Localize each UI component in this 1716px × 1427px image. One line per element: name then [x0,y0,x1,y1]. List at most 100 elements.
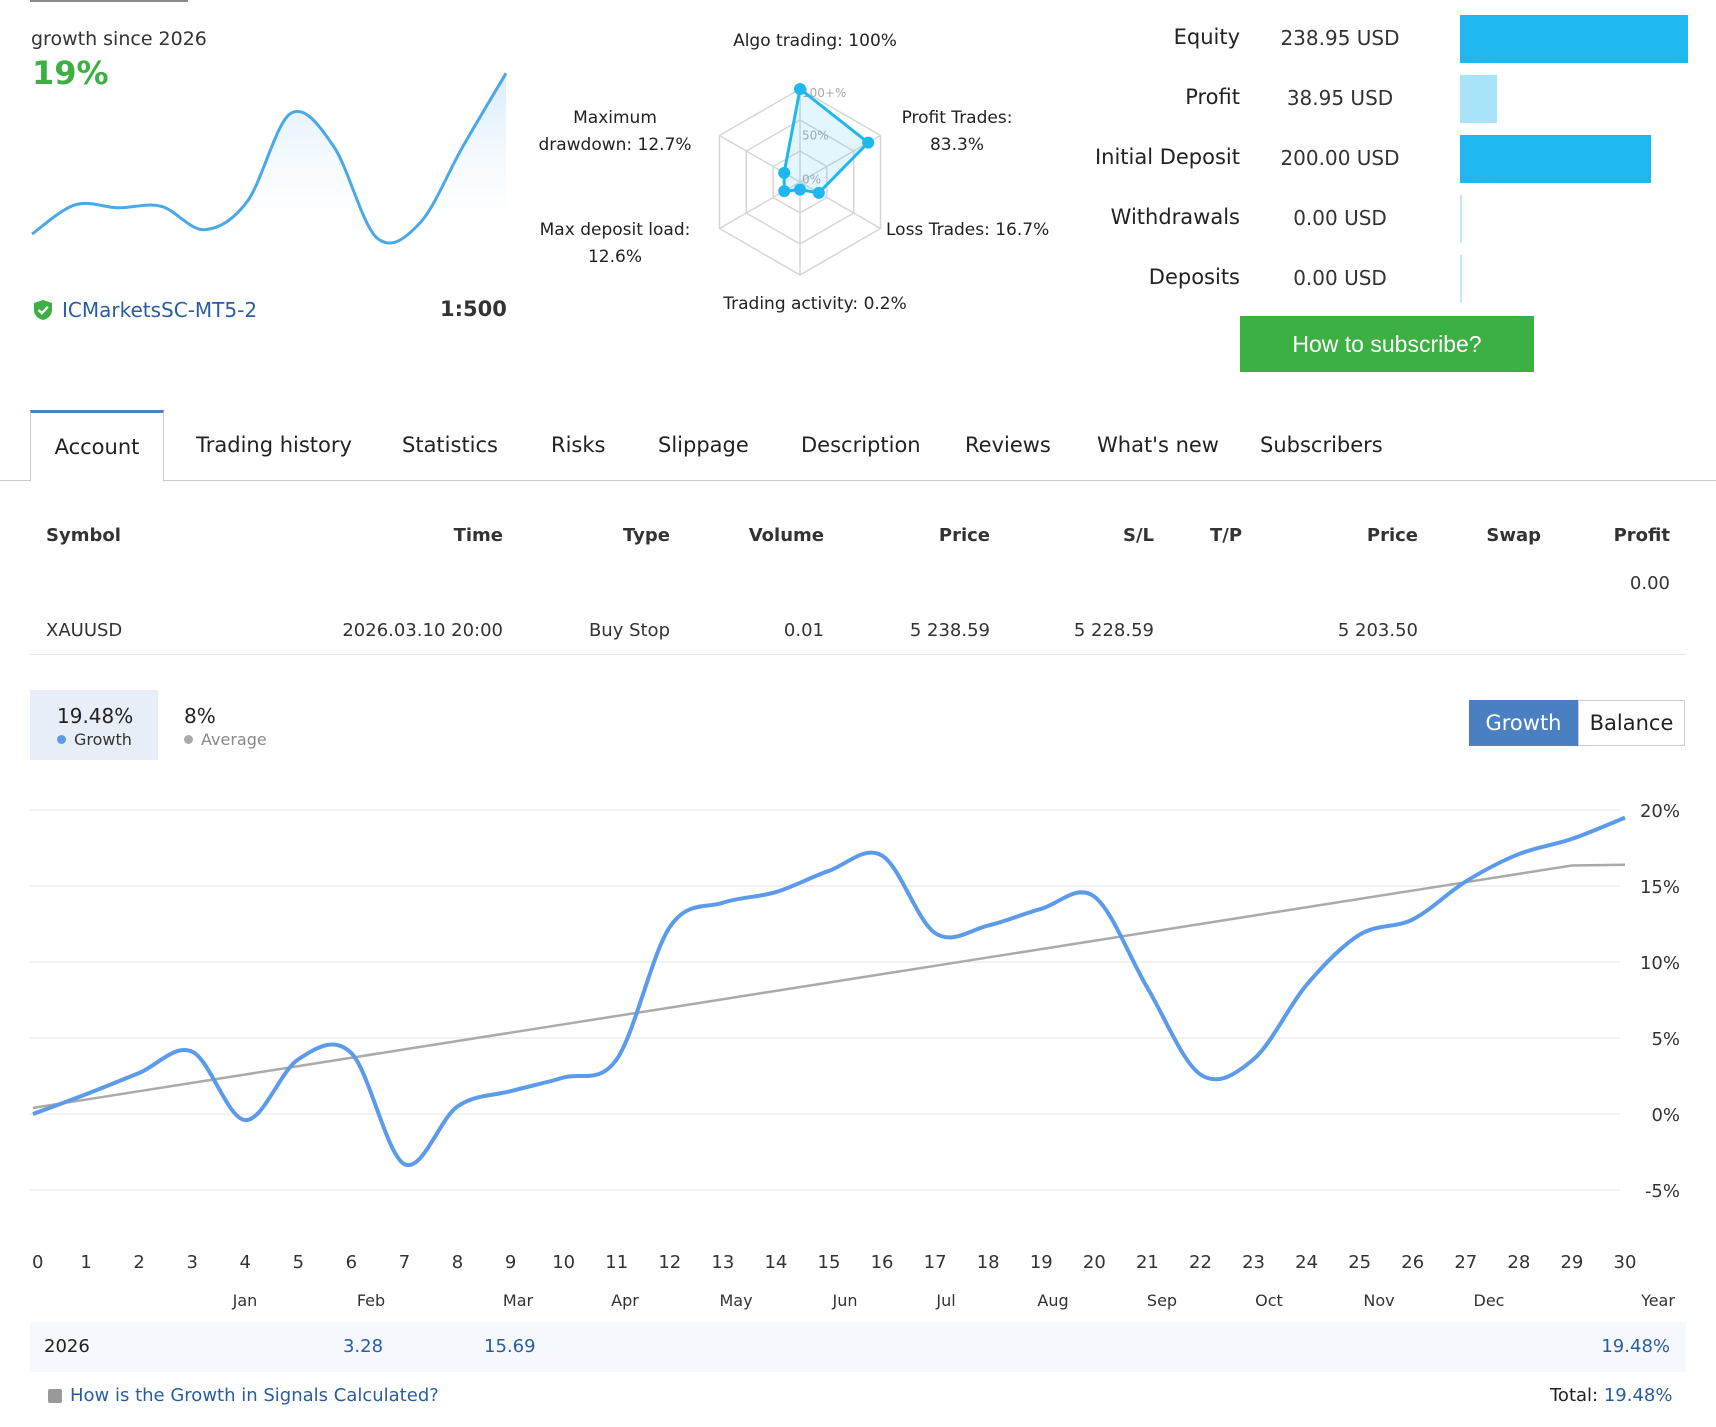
verified-shield-icon [34,300,52,320]
x-tick-label: 6 [346,1252,357,1273]
x-tick-label: 3 [186,1252,197,1273]
radar-svg: 100+% 50% 0% [718,83,882,276]
tab-slippage[interactable]: Slippage [658,433,749,457]
x-tick-label: 0 [32,1252,43,1273]
radar-chart: 100+% 50% 0% Algo trading: 100% Profit Tra… [520,25,1080,325]
x-tick-label: 27 [1454,1252,1477,1273]
tab-subscribers[interactable]: Subscribers [1260,433,1383,457]
stat-label-initial-deposit: Initial Deposit [1094,145,1240,169]
x-tick-label: 10 [552,1252,575,1273]
col-header-sl: S/L [1122,525,1154,546]
growth-toggle-button[interactable]: Growth [1469,700,1578,746]
average-dot-icon [184,735,193,744]
growth-since-value: 19% [32,54,109,92]
growth-chart: 20%15%10%5%0%-5%0 1 2 3 4 5 6 7 8 9 10 11 12 13 14 15 16… [30,801,1680,1310]
x-tick-label: 29 [1560,1252,1583,1273]
balance-toggle-button[interactable]: Balance [1578,700,1685,746]
stat-value-initial-deposit: 200.00 USD [1280,146,1400,170]
tabs-divider [0,480,1716,481]
col-header-type: Type [623,525,670,546]
average-summary-value: 8% [184,704,216,728]
radar-label-deposit-load-line2: 12.6% [587,247,642,267]
x-tick-label: 16 [871,1252,894,1273]
total-label: Total: [1550,1385,1599,1406]
x-tick-label: 13 [711,1252,734,1273]
x-tick-label: 9 [505,1252,516,1273]
growth-summary-label: Growth [74,730,132,749]
growth-summary-legend: Growth [57,730,132,749]
tab-risks[interactable]: Risks [551,433,606,457]
x-tick-label: 18 [977,1252,1000,1273]
tab-statistics[interactable]: Statistics [402,433,498,457]
x-tick-label: 26 [1401,1252,1424,1273]
broker-name-link[interactable]: ICMarketsSC-MT5-2 [62,298,258,322]
col-header-volume: Volume [748,525,824,546]
mini-chart-area [32,73,506,256]
stat-label-equity: Equity [1173,25,1240,49]
col-header-swap: Swap [1486,525,1541,546]
growth-since-label: growth since 2026 [31,28,207,50]
stat-bar-deposits [1460,255,1462,303]
radar-label-deposit-load: Max deposit load: 12.6% [520,217,710,271]
tab-account[interactable]: Account [30,410,164,482]
broker-row[interactable]: ICMarketsSC-MT5-2 [32,298,257,322]
cell-symbol: XAUUSD [46,620,123,641]
stat-bar-initial-deposit [1460,135,1651,183]
x-tick-label: 14 [764,1252,787,1273]
y-tick-label: 10% [1640,953,1680,974]
x-tick-label: 4 [240,1252,251,1273]
col-header-profit: Profit [1613,525,1670,546]
tab-trading-history[interactable]: Trading history [196,433,352,457]
average-summary-box[interactable]: 8% Average [158,690,298,760]
month-label: Mar [503,1291,534,1310]
month-label: Nov [1363,1291,1394,1310]
how-to-subscribe-button[interactable]: How to subscribe? [1240,316,1534,372]
col-header-symbol: Symbol [46,525,121,546]
y-tick-label: 15% [1640,877,1680,898]
cell-type: Buy Stop [588,620,670,641]
radar-label-drawdown: Maximum drawdown: 12.7% [520,105,710,159]
radar-label-deposit-load-line1: Max deposit load: [539,220,691,240]
leverage-value: 1:500 [440,297,507,321]
stat-value-profit: 38.95 USD [1286,86,1394,110]
x-tick-label: 11 [605,1252,628,1273]
mini-growth-chart [31,72,508,256]
radar-label-profit-trades-line1: Profit Trades: [901,108,1013,128]
total-profit-value: 0.00 [1629,573,1670,594]
stat-bar-equity [1460,15,1688,63]
cell-sl: 5 228.59 [1073,620,1154,641]
growth-calculation-link-text[interactable]: How is the Growth in Signals Calculated? [70,1385,439,1406]
account-stats: Equity 238.95 USD Profit 38.95 USD Initi… [980,15,1700,305]
cell-time: 2026.03.10 20:00 [342,620,503,641]
info-icon [48,1388,62,1403]
col-header-price: Price [938,525,990,546]
radar-scale-label: 100+% [802,86,846,100]
cell-price: 5 238.59 [909,620,990,641]
month-label: Year [1640,1291,1675,1310]
total-value: 19.48% [1603,1385,1673,1406]
month-value-mar[interactable]: 15.69 [484,1336,536,1357]
tab-reviews[interactable]: Reviews [965,433,1051,457]
radar-label-activity: Trading activity: 0.2% [723,294,907,314]
growth-summary-value: 19.48% [57,704,134,728]
tab-description[interactable]: Description [801,433,921,457]
average-summary-label: Average [201,730,267,749]
growth-summary-box[interactable]: 19.48% Growth [30,690,158,760]
col-header-time: Time [453,525,503,546]
month-label: Jul [935,1291,955,1310]
year-label: 2026 [44,1336,90,1357]
growth-calculation-link[interactable]: How is the Growth in Signals Calculated? [48,1385,439,1406]
month-label: Apr [611,1291,639,1310]
tab-whats-new[interactable]: What's new [1097,433,1219,457]
month-label: Oct [1255,1291,1283,1310]
month-label: May [719,1291,752,1310]
cell-volume: 0.01 [783,620,824,641]
x-tick-label: 1 [80,1252,91,1273]
month-value-feb[interactable]: 3.28 [342,1336,384,1357]
x-tick-label: 7 [399,1252,410,1273]
radar-label-profit-trades-line2: 83.3% [929,135,984,155]
radar-label-drawdown-line1: Maximum [573,108,657,128]
col-header-price-current: Price [1366,525,1418,546]
y-tick-label: 20% [1640,801,1680,822]
col-header-tp: T/P [1210,525,1243,546]
